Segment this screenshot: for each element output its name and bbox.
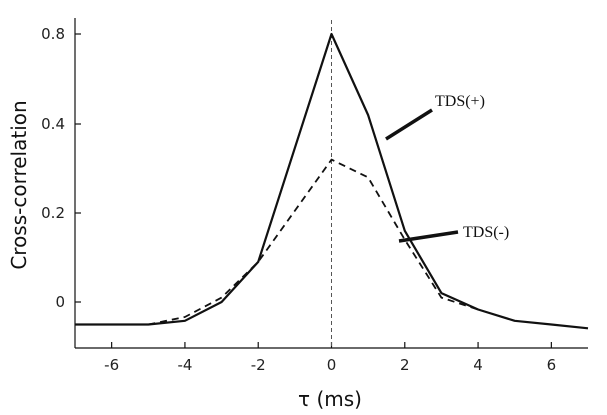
x-tick-label: -2 [251, 356, 266, 374]
y-tick-label: 0.2 [41, 204, 65, 222]
x-tick-label: -6 [104, 356, 119, 374]
series-layer [75, 32, 589, 330]
y-axis-label: Cross-correlation [7, 100, 31, 269]
x-tick-label: -4 [177, 356, 192, 374]
tds-minus-label: TDS(-) [463, 224, 509, 241]
label-layer: -6 -4 -2 0 2 4 6 0 0.2 0.4 0.8 TDS(+) TDS(-) [41, 25, 556, 374]
y-tick-label: 0.8 [41, 25, 65, 43]
series-line-tds-minus [148, 158, 479, 326]
x-tick-label: 0 [327, 356, 337, 374]
axes-layer [74, 18, 588, 349]
tds-minus-leader-line [398, 230, 459, 243]
series-line-tds-plus [75, 32, 589, 330]
tds-plus-label: TDS(+) [435, 93, 485, 110]
tds-plus-leader-line [385, 108, 433, 141]
y-tick-label: 0.4 [41, 115, 65, 133]
x-tick-label: 6 [547, 356, 557, 374]
x-tick-label: 2 [400, 356, 410, 374]
y-tick-label: 0 [55, 293, 65, 311]
x-axis-label: τ (ms) [298, 387, 362, 411]
x-tick-label: 4 [473, 356, 483, 374]
